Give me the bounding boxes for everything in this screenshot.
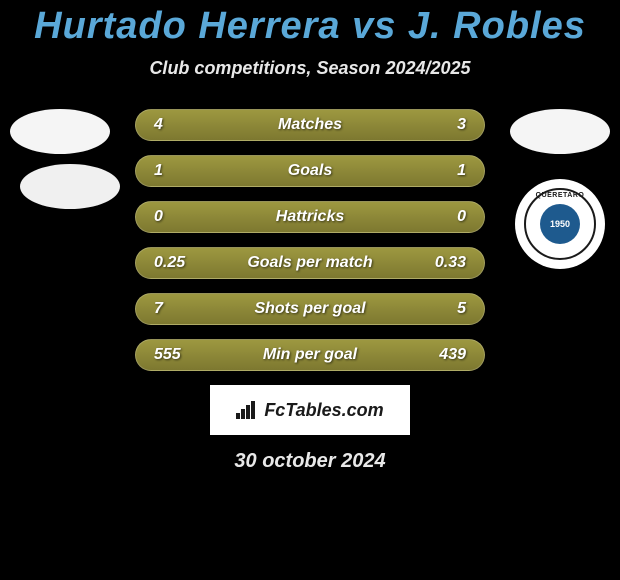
- subtitle: Club competitions, Season 2024/2025: [0, 58, 620, 79]
- stat-row-shots-per-goal: 7 Shots per goal 5: [135, 293, 485, 325]
- stat-label: Goals: [288, 162, 332, 180]
- badge-top-text: QUERETARO: [536, 192, 585, 199]
- brand-logo[interactable]: FcTables.com: [210, 385, 410, 435]
- stat-row-matches: 4 Matches 3: [135, 109, 485, 141]
- stat-right-value: 5: [457, 300, 466, 318]
- stat-row-goals: 1 Goals 1: [135, 155, 485, 187]
- stats-area: QUERETARO 1950 4 Matches 3 1 Goals 1 0 H…: [0, 109, 620, 371]
- stat-label: Goals per match: [247, 254, 372, 272]
- comparison-card: Hurtado Herrera vs J. Robles Club compet…: [0, 0, 620, 580]
- stat-left-value: 4: [154, 116, 163, 134]
- stat-left-value: 0.25: [154, 254, 185, 272]
- stat-rows: 4 Matches 3 1 Goals 1 0 Hattricks 0 0.25…: [135, 109, 485, 371]
- stat-label: Min per goal: [263, 346, 357, 364]
- stat-row-hattricks: 0 Hattricks 0: [135, 201, 485, 233]
- player-avatar-right: [510, 109, 610, 154]
- badge-center: 1950: [540, 204, 580, 244]
- chart-icon: [236, 401, 258, 419]
- player-avatar-left: [10, 109, 110, 154]
- stat-row-goals-per-match: 0.25 Goals per match 0.33: [135, 247, 485, 279]
- stat-left-value: 0: [154, 208, 163, 226]
- stat-right-value: 439: [439, 346, 466, 364]
- team-badge-right: QUERETARO 1950: [515, 179, 605, 269]
- page-title: Hurtado Herrera vs J. Robles: [0, 5, 620, 48]
- stat-right-value: 3: [457, 116, 466, 134]
- stat-left-value: 7: [154, 300, 163, 318]
- footer-date: 30 october 2024: [0, 450, 620, 473]
- stat-left-value: 1: [154, 162, 163, 180]
- team-badge-left: [20, 164, 120, 209]
- stat-right-value: 1: [457, 162, 466, 180]
- stat-row-min-per-goal: 555 Min per goal 439: [135, 339, 485, 371]
- stat-label: Matches: [278, 116, 342, 134]
- stat-label: Shots per goal: [254, 300, 365, 318]
- stat-right-value: 0.33: [435, 254, 466, 272]
- brand-text: FcTables.com: [264, 400, 383, 421]
- stat-left-value: 555: [154, 346, 181, 364]
- stat-right-value: 0: [457, 208, 466, 226]
- stat-label: Hattricks: [276, 208, 344, 226]
- badge-ring: QUERETARO 1950: [524, 188, 596, 260]
